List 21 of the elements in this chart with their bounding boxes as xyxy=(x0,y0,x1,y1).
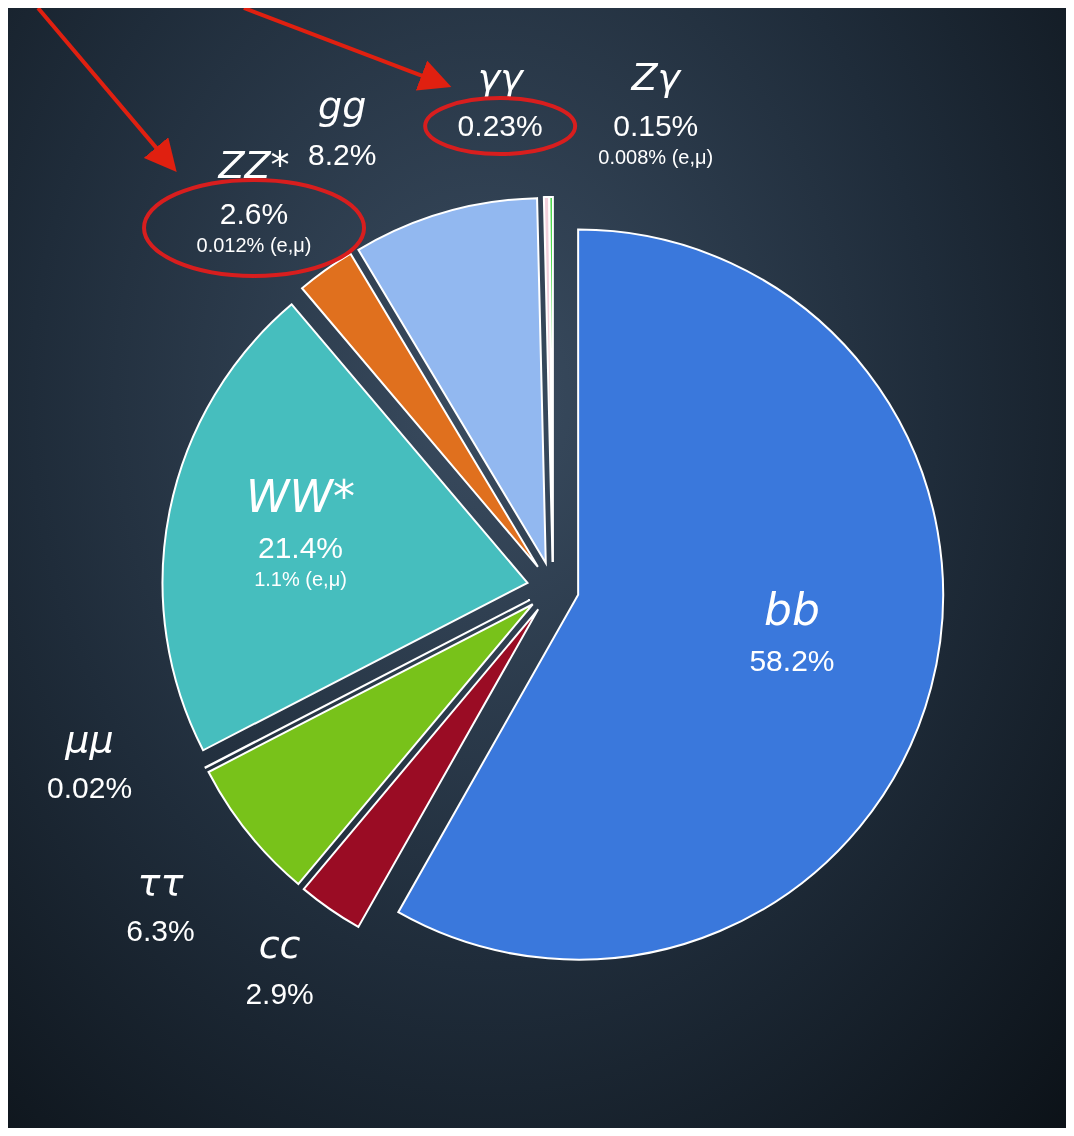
data-label: 0.02% xyxy=(47,771,133,805)
data-label: 58.2% xyxy=(749,644,835,678)
data-label: 0.15% xyxy=(613,109,699,143)
slice-label: μμ xyxy=(64,717,114,762)
data-label: 0.23% xyxy=(457,109,543,143)
slice-label: cc xyxy=(258,923,301,968)
text: 1.1% (e,μ) xyxy=(254,567,347,590)
slice-label: WW* xyxy=(246,470,356,522)
slice-label: ZZ* xyxy=(217,142,290,187)
data-label: 21.4% xyxy=(257,530,344,564)
data-label: 6.3% xyxy=(126,914,195,948)
data-label: 2.9% xyxy=(245,977,314,1011)
text: 0.012% (e,μ) xyxy=(196,233,312,256)
slice-label: γγ xyxy=(477,55,526,100)
text: 0.008% (e,μ) xyxy=(598,146,714,169)
slice-label: ττ xyxy=(137,860,185,905)
slice-label: gg xyxy=(318,83,367,128)
data-label: 2.6% xyxy=(219,196,289,230)
data-label: 8.2% xyxy=(307,137,377,171)
slice-label: Zγ xyxy=(630,55,683,100)
slice-label: bb xyxy=(764,584,820,636)
